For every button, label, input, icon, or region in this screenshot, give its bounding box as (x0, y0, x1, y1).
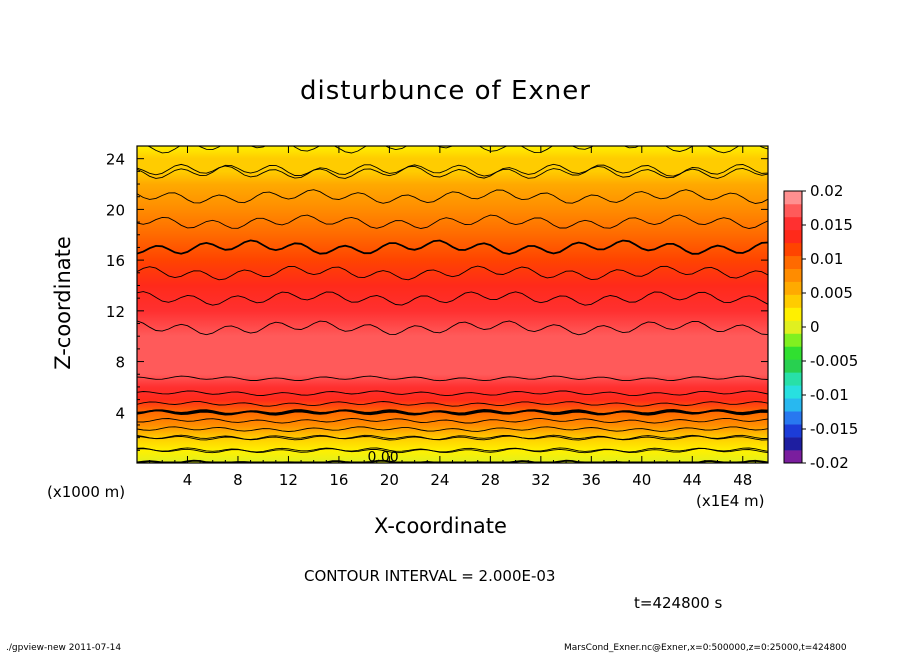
contour-line (137, 408, 768, 416)
colorbar-tick-label: -0.01 (810, 386, 849, 404)
colorbar-swatch (784, 242, 802, 257)
colorbar-swatch (784, 385, 802, 399)
contour-line (137, 401, 768, 407)
contour-line (137, 163, 768, 179)
colorbar-swatch (784, 268, 802, 282)
x-tick-label: 44 (683, 471, 702, 489)
y-tick-label: 8 (115, 354, 125, 372)
contour-line (137, 291, 768, 306)
contour-interval-note: CONTOUR INTERVAL = 2.000E-03 (304, 567, 556, 585)
x-tick-label: 40 (632, 471, 651, 489)
colorbar-swatch (784, 281, 802, 295)
contour-zero-label: 0.00 (368, 450, 399, 466)
heatmap-field (137, 146, 768, 463)
x-tick-label: 8 (233, 471, 243, 489)
colorbar-tick-label: -0.015 (810, 420, 858, 438)
contour-line (137, 320, 768, 336)
colorbar-tick-label: 0.015 (810, 216, 853, 234)
footer-left: ./gpview-new 2011-07-14 (6, 643, 122, 653)
contour-line (137, 265, 768, 281)
colorbar-tick-label: 0.005 (810, 284, 853, 302)
x-axis-label: X-coordinate (374, 514, 507, 538)
colorbar-swatch (784, 320, 802, 334)
contour-lines: 0.00 (137, 146, 768, 466)
colorbar-swatch (784, 191, 802, 205)
time-label: t=424800 s (634, 594, 723, 612)
colorbar-tick-label: -0.005 (810, 352, 858, 370)
x-tick-label: 28 (481, 471, 500, 489)
x-tick-label: 48 (733, 471, 752, 489)
contour-line (137, 426, 768, 432)
y-tick-label: 16 (106, 252, 125, 270)
plot-area: 0.00 (136, 145, 769, 466)
colorbar-swatch (784, 333, 802, 347)
colorbar-swatch (784, 372, 802, 386)
colorbar-swatch (784, 203, 802, 218)
contour-line (137, 214, 768, 229)
contour-line (137, 239, 768, 255)
x-tick-label: 16 (329, 471, 348, 489)
colorbar-swatch (784, 359, 802, 373)
contour-line (137, 390, 768, 397)
colorbar-swatch (784, 294, 802, 308)
colorbar-tick-label: 0.01 (810, 250, 843, 268)
y-axis-unit: (x1000 m) (47, 483, 126, 501)
x-tick-label: 4 (183, 471, 193, 489)
colorbar-swatch (784, 255, 802, 270)
colorbar: 0.02 0.015 0.01 0.005 0 -0.005 -0.01 -0.015 -0.0… (783, 182, 858, 472)
chart-title: disturbunce of Exner (300, 76, 591, 106)
contour-line (137, 375, 768, 382)
colorbar-tick-label: -0.02 (810, 454, 849, 472)
contour-line (137, 417, 768, 424)
colorbar-swatch (784, 437, 802, 451)
y-tick-label: 20 (106, 201, 125, 219)
y-tick-label: 4 (115, 404, 125, 422)
y-tick-label: 12 (106, 303, 125, 321)
x-tick-label: 24 (430, 471, 449, 489)
y-tick-label: 24 (106, 151, 125, 169)
contour-line (137, 189, 768, 204)
colorbar-swatch (784, 229, 802, 244)
contour-line (137, 447, 768, 454)
colorbar-swatch (784, 424, 802, 438)
contour-line (137, 164, 768, 179)
contour-line (137, 434, 768, 441)
colorbar-swatch (784, 346, 802, 360)
x-tick-label: 12 (279, 471, 298, 489)
footer-right: MarsCond_Exner.nc@Exner,x=0:500000,z=0:2… (564, 643, 847, 653)
colorbar-tick-label: 0 (810, 318, 820, 336)
y-axis: 4 8 12 16 20 24 (106, 151, 768, 451)
colorbar-swatch (784, 216, 802, 231)
colorbar-swatch (784, 411, 802, 425)
x-axis-unit: (x1E4 m) (696, 492, 765, 510)
x-tick-label: 20 (380, 471, 399, 489)
x-axis: 4 8 12 16 20 24 28 32 36 40 44 48 (149, 146, 756, 489)
colorbar-tick-label: 0.02 (810, 182, 843, 200)
colorbar-swatch (784, 307, 802, 321)
colorbar-swatch (784, 398, 802, 412)
y-axis-label: Z-coordinate (50, 236, 75, 370)
x-tick-label: 36 (582, 471, 601, 489)
x-tick-label: 32 (531, 471, 550, 489)
colorbar-swatch (784, 450, 802, 464)
